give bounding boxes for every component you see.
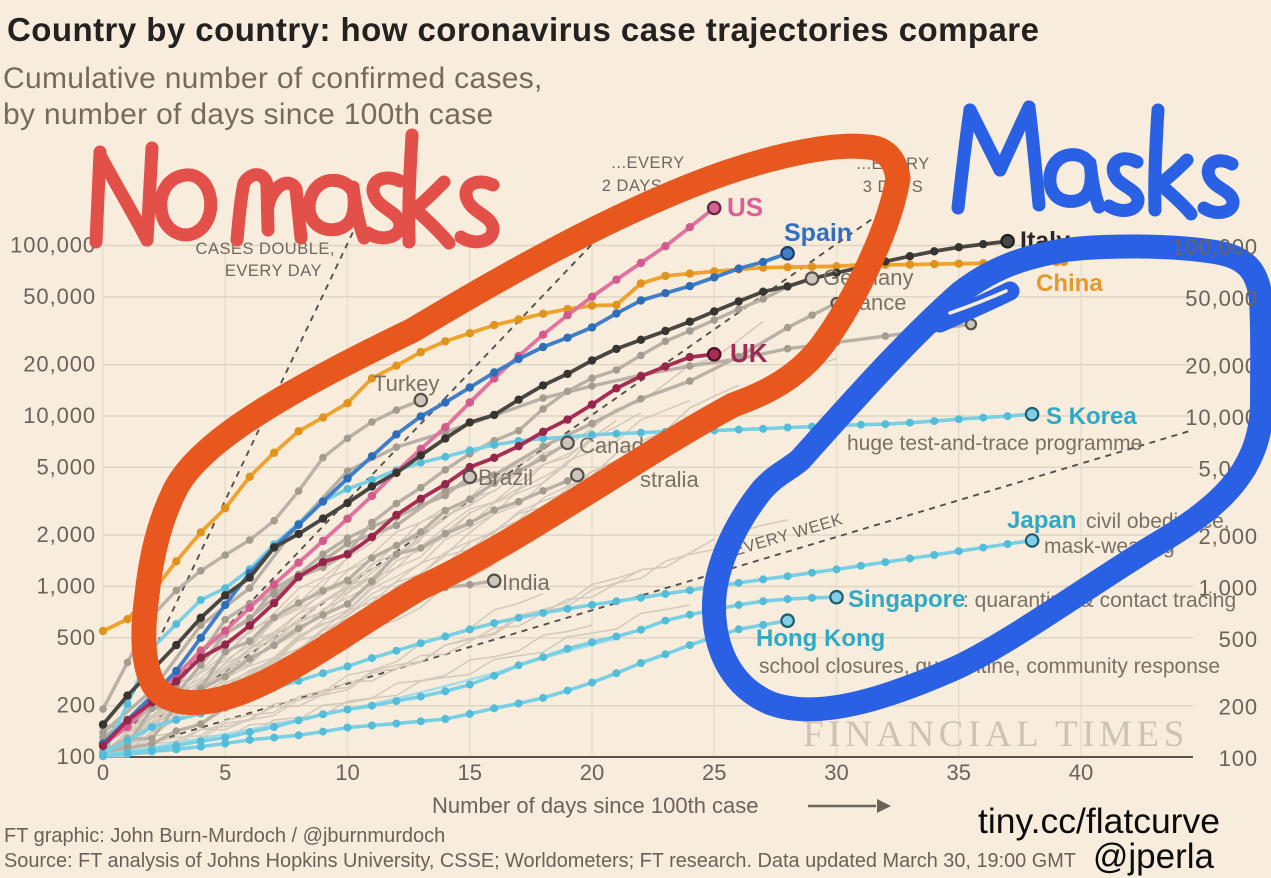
svg-text:Cumulative number of confirmed: Cumulative number of confirmed cases, <box>3 62 543 95</box>
svg-text:500: 500 <box>1219 627 1258 652</box>
svg-text:FINANCIAL TIMES: FINANCIAL TIMES <box>803 714 1189 755</box>
svg-text:1,000: 1,000 <box>36 574 96 599</box>
svg-text:20,000: 20,000 <box>1185 354 1258 379</box>
svg-text:10,000: 10,000 <box>23 403 96 428</box>
svg-text:15: 15 <box>458 760 482 785</box>
svg-text:2,000: 2,000 <box>1198 524 1258 549</box>
svg-text:China: China <box>1036 270 1103 297</box>
svg-text:@jperla: @jperla <box>1093 837 1215 876</box>
svg-text:...EVERY: ...EVERY <box>611 154 684 172</box>
svg-text:Number of days since 100th cas: Number of days since 100th case <box>432 793 759 818</box>
svg-text:40: 40 <box>1069 760 1093 785</box>
svg-text:5: 5 <box>219 760 231 785</box>
svg-text:UK: UK <box>730 338 768 368</box>
svg-text:10,000: 10,000 <box>1185 405 1258 430</box>
svg-text:Source: FT analysis of Johns H: Source: FT analysis of Johns Hopkins Uni… <box>4 850 1076 872</box>
svg-text:100,000: 100,000 <box>10 233 96 258</box>
svg-text:0: 0 <box>97 760 109 785</box>
svg-text:school closures, quarantine, c: school closures, quarantine, community r… <box>759 655 1220 678</box>
svg-text:100: 100 <box>57 744 96 769</box>
svg-text:30: 30 <box>824 760 848 785</box>
svg-text:India: India <box>502 570 550 595</box>
svg-text:CASES DOUBLE,: CASES DOUBLE, <box>196 240 335 258</box>
svg-text:1,000: 1,000 <box>1198 576 1258 601</box>
svg-text:10: 10 <box>335 760 359 785</box>
svg-text:Singapore: Singapore <box>848 586 965 613</box>
svg-text:huge test-and-trace programme: huge test-and-trace programme <box>847 432 1142 455</box>
svg-text:Spain: Spain <box>784 219 852 247</box>
svg-text:EVERY DAY: EVERY DAY <box>225 262 322 280</box>
svg-text:100: 100 <box>1219 746 1258 771</box>
svg-text:200: 200 <box>57 693 96 718</box>
svg-text:20,000: 20,000 <box>23 352 96 377</box>
svg-text:S Korea: S Korea <box>1046 403 1137 430</box>
svg-text:5,000: 5,000 <box>36 454 96 479</box>
svg-text:2 DAYS: 2 DAYS <box>602 177 662 195</box>
svg-text:Country by country: how corona: Country by country: how coronavirus case… <box>7 11 1039 48</box>
svg-text:Brazil: Brazil <box>478 465 533 490</box>
svg-text:stralia: stralia <box>640 467 699 492</box>
svg-text:: quarantine & contact tracing: : quarantine & contact tracing <box>963 589 1236 612</box>
svg-text:50,000: 50,000 <box>1185 286 1258 311</box>
svg-text:by number of days since 100th: by number of days since 100th case <box>3 98 493 131</box>
svg-text:Turkey: Turkey <box>373 371 439 396</box>
svg-text:tiny.cc/flatcurve: tiny.cc/flatcurve <box>978 801 1220 841</box>
svg-text:50,000: 50,000 <box>23 284 96 309</box>
svg-text:200: 200 <box>1219 695 1258 720</box>
svg-text:100,000: 100,000 <box>1172 235 1258 260</box>
svg-text:35: 35 <box>947 760 971 785</box>
svg-text:2,000: 2,000 <box>36 522 96 547</box>
svg-text:FT graphic: John Burn-Murdoch: FT graphic: John Burn-Murdoch / @jburnmu… <box>4 825 445 847</box>
svg-text:Hong Kong: Hong Kong <box>756 625 885 652</box>
svg-text:Japan: Japan <box>1007 507 1076 534</box>
svg-text:25: 25 <box>702 760 726 785</box>
svg-text:20: 20 <box>580 760 604 785</box>
svg-text:500: 500 <box>57 625 96 650</box>
svg-text:US: US <box>727 192 763 222</box>
